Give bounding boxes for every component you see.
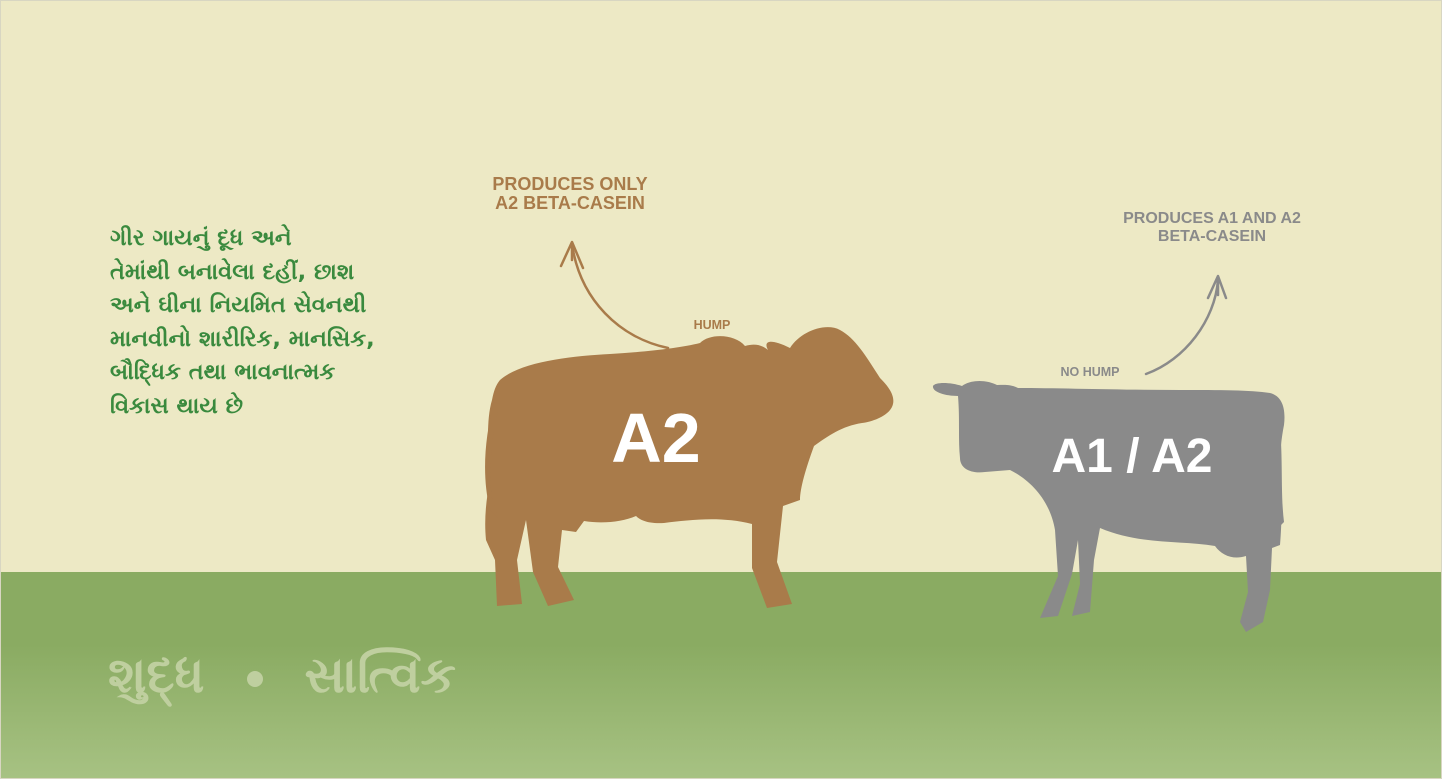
description-line: વિકાસ થાય છે [110, 392, 243, 419]
a2-cow-tail [485, 402, 500, 518]
a1a2-cow-silhouette [932, 380, 1285, 632]
a2-callout-arrowhead [559, 240, 585, 270]
no-hump-label: NO HUMP [1060, 365, 1120, 379]
a2-callout-line: A2 BETA-CASEIN [495, 193, 645, 213]
brand-tagline: શુદ્ધ સાત્વિક [108, 640, 456, 710]
description-line: તેમાંથી બનાવેલા દહીં, છાશ [110, 258, 355, 285]
a2-callout-text: PRODUCES ONLY A2 BETA-CASEIN [440, 175, 700, 213]
description-paragraph: ગીર ગાયનું દૂધ અને તેમાંથી બનાવેલા દહીં,… [110, 222, 430, 423]
a2-cow-silhouette [485, 327, 894, 608]
bullet-dot [246, 670, 263, 687]
grass-ground [0, 572, 1442, 779]
brand-word-satvik: સાત્વિક [304, 646, 456, 704]
a1a2-cow-tail [1272, 410, 1284, 528]
a1a2-callout-arrow [1144, 278, 1220, 376]
a1a2-callout-line: PRODUCES A1 AND A2 [1123, 210, 1301, 227]
a1a2-callout-arrowhead [1206, 274, 1228, 300]
a1a2-cow-label: A1 / A2 [1051, 430, 1213, 483]
a1a2-callout-text: PRODUCES A1 AND A2 BETA-CASEIN [1092, 210, 1332, 246]
description-line: ગીર ગાયનું દૂધ અને [110, 225, 292, 251]
a2-callout-line: PRODUCES ONLY [492, 174, 648, 194]
hump-label: HUMP [693, 318, 731, 332]
a2-cow-label: A2 [611, 399, 701, 477]
a2-callout-arrow [570, 242, 670, 350]
description-line: બૌદ્ધિક તથા ભાવનાત્મક [110, 359, 336, 385]
description-line: માનવીનો શારીરિક, માનસિક, [110, 325, 375, 352]
description-line: અને ઘીના નિયમિત સેવનથી [110, 292, 367, 318]
a1a2-callout-line: BETA-CASEIN [1157, 228, 1267, 245]
brand-word-shuddh: શુદ્ધ [108, 646, 205, 704]
